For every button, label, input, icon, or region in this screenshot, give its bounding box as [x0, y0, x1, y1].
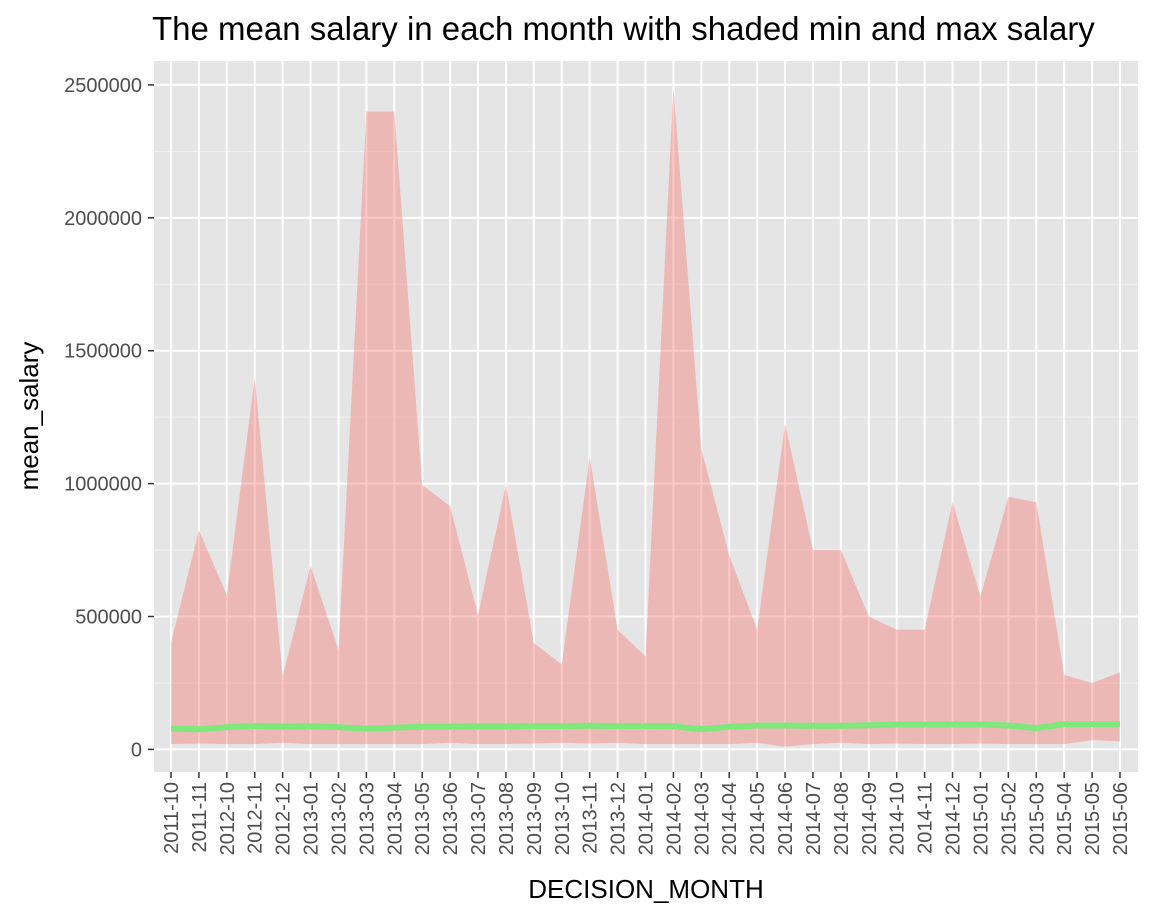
- x-tick-label: 2013-04: [384, 782, 406, 855]
- y-tick-label: 500000: [75, 607, 142, 629]
- x-tick-label: 2015-06: [1110, 782, 1132, 855]
- x-tick-label: 2015-04: [1054, 782, 1076, 855]
- mean-salary-series-line: [170, 721, 1120, 733]
- x-tick-label: 2013-01: [301, 782, 323, 855]
- y-tick-label: 2500000: [64, 75, 142, 97]
- x-tick-label: 2013-12: [608, 782, 630, 855]
- y-tick-label: 2000000: [64, 208, 142, 230]
- y-axis: 0 500000 1000000 1500000 2000000 2500000: [64, 75, 154, 761]
- y-axis-title: mean_salary: [14, 342, 44, 491]
- y-tick-label: 1500000: [64, 341, 142, 363]
- x-tick-label: 2015-02: [998, 782, 1020, 855]
- x-tick-label: 2014-09: [859, 782, 881, 855]
- x-tick-label: 2014-01: [636, 782, 658, 855]
- salary-range-ribbon: [171, 87, 1120, 747]
- x-tick-label: 2014-04: [719, 782, 741, 855]
- x-tick-label: 2014-02: [663, 782, 685, 855]
- y-tick-label: 1000000: [64, 474, 142, 496]
- x-tick-label: 2012-10: [217, 782, 239, 855]
- x-tick-label: 2014-05: [747, 782, 769, 855]
- x-tick-label: 2011-10: [161, 782, 183, 854]
- x-tick-label: 2013-09: [524, 782, 546, 855]
- x-tick-label: 2014-07: [803, 782, 825, 855]
- x-tick-label: 2013-05: [412, 782, 434, 855]
- x-tick-label: 2013-08: [496, 782, 518, 855]
- x-tick-label: 2012-12: [273, 782, 295, 855]
- x-tick-label: 2015-01: [970, 782, 992, 855]
- y-tick-label: 0: [131, 739, 142, 761]
- x-tick-label: 2013-10: [552, 782, 574, 855]
- x-tick-label: 2014-03: [691, 782, 713, 855]
- x-axis-title: DECISION_MONTH: [528, 874, 763, 904]
- x-tick-label: 2014-06: [775, 782, 797, 855]
- x-tick-label: 2012-11: [245, 782, 267, 854]
- grid-lines: [154, 61, 1138, 772]
- chart-title: The mean salary in each month with shade…: [152, 10, 1095, 47]
- x-tick-label: 2014-12: [943, 782, 965, 855]
- x-tick-label: 2013-06: [440, 782, 462, 855]
- x-tick-label: 2011-11: [189, 782, 211, 852]
- x-tick-label: 2014-10: [887, 782, 909, 855]
- x-tick-label: 2015-03: [1026, 782, 1048, 855]
- x-tick-label: 2013-03: [356, 782, 378, 855]
- x-tick-label: 2014-11: [915, 782, 937, 854]
- x-tick-label: 2014-08: [831, 782, 853, 855]
- x-tick-label: 2015-05: [1082, 782, 1104, 855]
- min-max-band: [171, 87, 1120, 747]
- mean-salary-line: [170, 721, 1120, 733]
- x-axis: 2011-10 2011-11 2012-10 2012-11 2012-12 2013-…: [161, 772, 1132, 855]
- x-tick-label: 2013-11: [580, 782, 602, 854]
- x-tick-label: 2013-07: [468, 782, 490, 855]
- x-tick-label: 2013-02: [328, 782, 350, 855]
